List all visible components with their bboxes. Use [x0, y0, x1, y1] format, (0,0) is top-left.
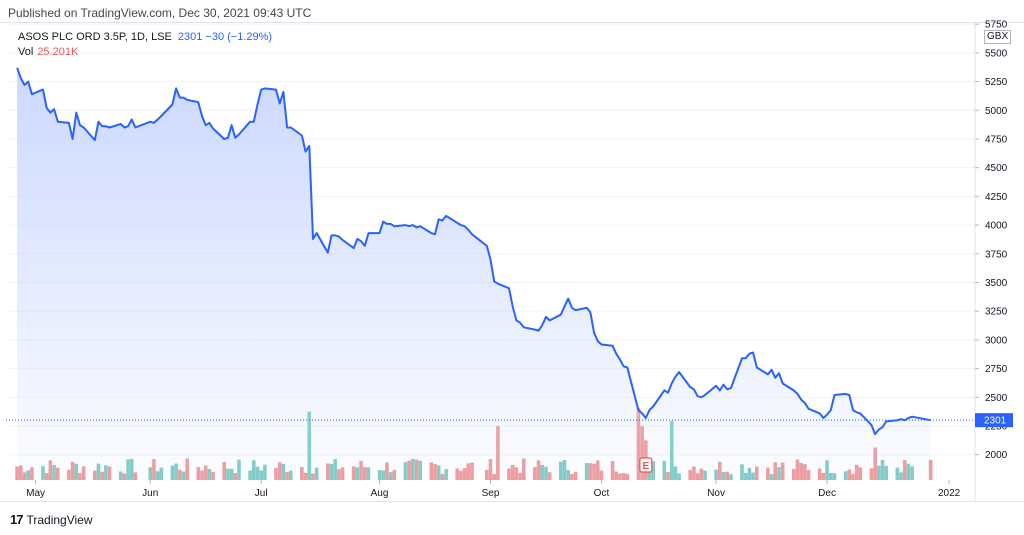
y-tick-label: 3500: [985, 278, 1008, 289]
y-tick-label: 3000: [985, 335, 1008, 346]
x-tick-label: Nov: [707, 488, 725, 499]
tradingview-logo[interactable]: 17 TradingView: [10, 512, 93, 527]
y-tick-label: 5250: [985, 77, 1008, 88]
legend-symbol[interactable]: ASOS PLC ORD 3.5P, 1D, LSE: [18, 31, 172, 43]
chart-frame[interactable]: [0, 22, 1024, 502]
legend-volume-row: Vol 25.201K: [18, 45, 272, 60]
published-caption: Published on TradingView.com, Dec 30, 20…: [8, 6, 312, 20]
last-price-label: 2301: [984, 416, 1007, 427]
price-line: [16, 67, 931, 436]
last-price-badge: [975, 413, 1013, 428]
y-tick-label: 4000: [985, 221, 1008, 232]
tradingview-mark-icon: 17: [10, 512, 24, 527]
legend-price: 2301 −30 (−1.29%): [177, 31, 273, 43]
y-tick-label: 4750: [985, 134, 1008, 145]
y-tick-label: 4500: [985, 163, 1008, 174]
x-tick-label: Jun: [142, 488, 158, 499]
volume-bar: [928, 459, 933, 480]
y-tick-label: 2500: [985, 393, 1008, 404]
legend-symbol-row: ASOS PLC ORD 3.5P, 1D, LSE 2301 −30 (−1.2…: [18, 30, 272, 45]
y-tick-label: 2750: [985, 364, 1008, 375]
volume-bar: [15, 466, 19, 480]
y-tick-label: 5750: [985, 20, 1008, 31]
chart-legend: ASOS PLC ORD 3.5P, 1D, LSE 2301 −30 (−1.2…: [18, 30, 272, 60]
price-area: [17, 67, 931, 481]
earnings-marker: [639, 457, 653, 473]
tradingview-logo-text: TradingView: [26, 512, 93, 527]
earnings-marker-label: E: [642, 461, 649, 472]
x-tick-label: 2022: [938, 488, 961, 499]
currency-label[interactable]: GBX: [984, 30, 1012, 44]
legend-volume-label[interactable]: Vol: [18, 46, 34, 58]
y-tick-label: 2000: [985, 450, 1008, 461]
y-tick-label: 5000: [985, 106, 1008, 117]
x-tick-label: May: [26, 488, 45, 499]
y-tick-label: 3250: [985, 307, 1008, 318]
y-tick-label: 5500: [985, 48, 1008, 59]
y-tick-label: 4250: [985, 192, 1008, 203]
x-tick-label: Oct: [594, 488, 610, 499]
x-tick-label: Sep: [482, 488, 500, 499]
legend-volume-value: 25.201K: [37, 46, 79, 58]
x-tick-label: Dec: [818, 488, 836, 499]
x-tick-label: Jul: [255, 488, 268, 499]
y-tick-label: 3750: [985, 249, 1008, 260]
x-tick-label: Aug: [371, 488, 389, 499]
